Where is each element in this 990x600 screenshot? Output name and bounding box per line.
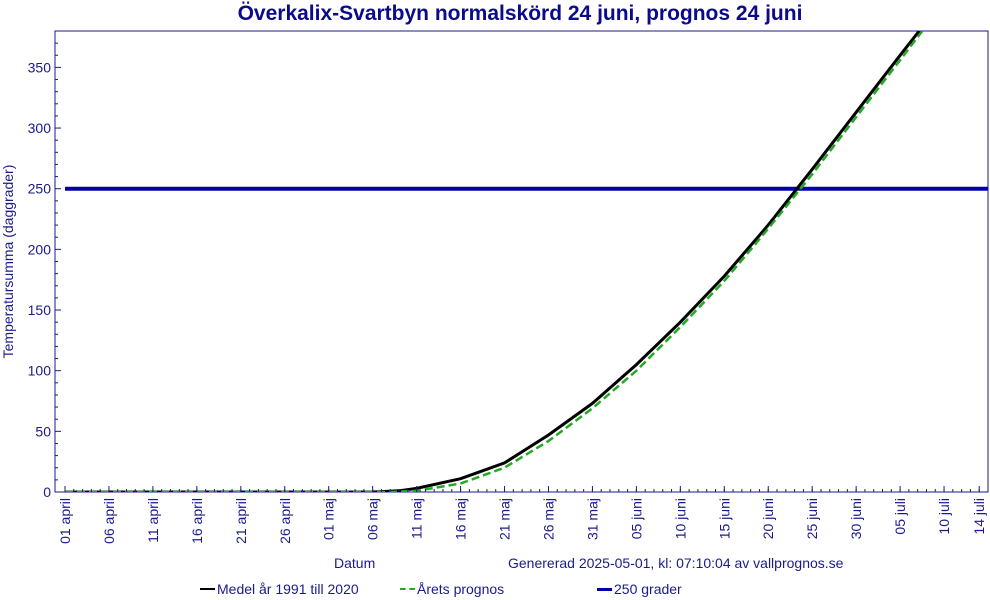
legend-label-medel: Medel år 1991 till 2020	[217, 581, 359, 597]
y-tick-label: 300	[28, 120, 52, 136]
x-axis-title: Datum	[334, 555, 376, 571]
x-tick-label: 01 april	[57, 498, 73, 544]
x-tick-label: 06 april	[101, 498, 117, 544]
x-tick-label: 01 maj	[321, 498, 337, 540]
legend-item-prognos: Årets prognos	[400, 580, 504, 598]
x-tick-label: 20 juni	[760, 498, 776, 539]
y-axis-title-text: Temperatursumma (daggrader)	[0, 165, 16, 359]
x-tick-label: 16 april	[189, 498, 205, 544]
x-tick-label: 25 juni	[804, 498, 820, 539]
y-tick-label: 50	[35, 423, 51, 439]
x-tick-label: 10 juni	[672, 498, 688, 539]
legend-label-250: 250 grader	[614, 581, 682, 597]
y-tick-label: 350	[28, 59, 52, 75]
y-tick-label: 200	[28, 241, 52, 257]
x-tick-label: 26 april	[277, 498, 293, 544]
y-tick-label: 0	[43, 484, 51, 500]
y-axis-title: Temperatursumma (daggrader)	[0, 165, 16, 359]
x-tick-label: 11 maj	[409, 498, 425, 539]
y-tick-label: 250	[28, 181, 52, 197]
x-tick-label: 26 maj	[540, 498, 556, 540]
chart-title: Överkalix-Svartbyn normalskörd 24 juni, …	[237, 2, 803, 25]
generated-note: Genererad 2025-05-01, kl: 07:10:04 av va…	[508, 555, 844, 571]
legend-swatch-250	[597, 587, 612, 591]
series-line-prognos	[65, 31, 924, 492]
x-tick-label: 14 juli	[971, 498, 987, 535]
x-tick-label: 30 juni	[848, 498, 864, 539]
x-tick-label: 05 juni	[628, 498, 644, 539]
series-line-medel	[65, 31, 922, 492]
x-tick-label: 05 juli	[892, 498, 908, 535]
y-tick-label: 100	[28, 363, 52, 379]
x-tick-label: 21 april	[233, 498, 249, 544]
legend-swatch-prognos	[400, 588, 415, 590]
plot-frame	[54, 30, 989, 493]
legend-item-medel: Medel år 1991 till 2020	[200, 580, 359, 598]
x-tick-label: 06 maj	[365, 498, 381, 540]
x-tick-label: 16 maj	[453, 498, 469, 540]
y-tick-label: 150	[28, 302, 52, 318]
legend-swatch-medel	[200, 588, 215, 590]
x-tick-label: 21 maj	[497, 498, 513, 540]
legend-label-prognos: Årets prognos	[417, 581, 505, 597]
x-tick-label: 10 juli	[936, 498, 952, 535]
x-tick-label: 15 juni	[716, 498, 732, 539]
x-tick-label: 31 maj	[584, 498, 600, 540]
legend-item-250: 250 grader	[597, 580, 682, 598]
x-tick-label: 11 april	[145, 498, 161, 543]
